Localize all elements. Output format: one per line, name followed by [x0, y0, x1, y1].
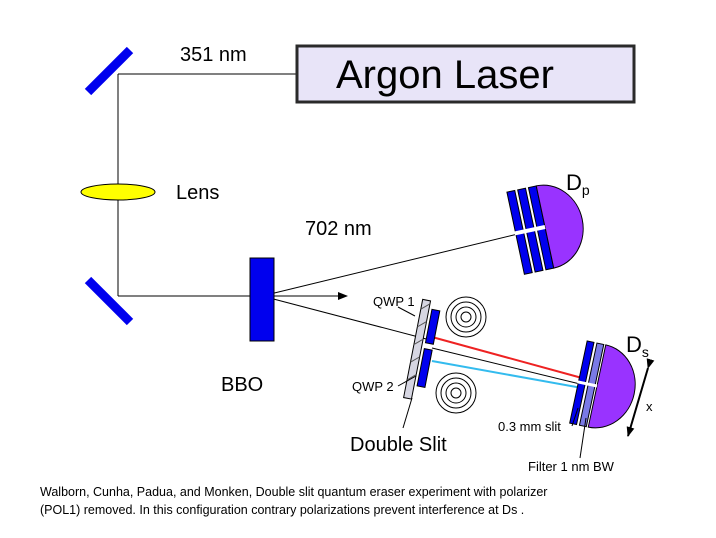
qwp1-label: QWP 1	[373, 294, 415, 309]
pump-wavelength-label: 351 nm	[180, 44, 247, 66]
qwp1-leader	[397, 306, 416, 317]
qwp2-plate	[416, 348, 433, 389]
slit-screen	[403, 298, 432, 400]
idler-wavelength-label: 702 nm	[305, 218, 372, 240]
ds-label: Ds	[626, 332, 649, 360]
detector-ds	[569, 340, 636, 429]
bbo-label: BBO	[221, 374, 263, 396]
ds-aperture-slot	[577, 380, 598, 388]
filter-label: Filter 1 nm BW	[528, 459, 615, 474]
quantum-eraser-diagram: Argon Laser 351 nm Lens BBO 702 nm Dp QW…	[80, 44, 655, 474]
top-mirror	[84, 46, 134, 96]
slit-screen-hatch-3	[413, 338, 424, 345]
bottom-mirror	[84, 276, 134, 326]
dp-aperture-slot	[514, 225, 546, 236]
qwp1-plate	[424, 308, 441, 345]
polarization-rings-bottom	[435, 372, 477, 414]
cyan-ray	[431, 360, 583, 389]
slit-screen-hatch-2	[417, 321, 427, 328]
qwp2-leader	[397, 375, 417, 387]
signal-beam-to-slit	[261, 295, 431, 341]
scan-axis-label: x	[646, 399, 653, 414]
caption-line-1: Walborn, Cunha, Padua, and Monken, Doubl…	[40, 485, 548, 499]
double-slit-assembly	[403, 298, 441, 400]
polarization-rings-top	[445, 296, 487, 338]
slit-screen-hatch-1	[420, 303, 431, 310]
slit-screen-hatch-4	[410, 356, 420, 363]
red-ray	[431, 336, 583, 379]
lens-ellipse	[80, 183, 156, 201]
lens-label: Lens	[176, 182, 219, 204]
argon-laser-box	[295, 44, 636, 104]
scan-arrow	[626, 358, 655, 437]
dp-label: Dp	[566, 170, 590, 198]
filter-leader	[579, 417, 587, 459]
bbo-crystal	[249, 257, 275, 342]
dp-detector-dome	[535, 184, 584, 269]
slit-width-label: 0.3 mm slit	[498, 419, 561, 434]
slit-leader	[571, 407, 579, 427]
double-slit-label: Double Slit	[350, 434, 447, 456]
signal-beam-middle	[431, 347, 581, 385]
argon-laser-label: Argon Laser	[336, 53, 554, 97]
detector-dp	[506, 184, 584, 275]
idler-beam-to-dp	[261, 231, 527, 297]
caption-line-2: (POL1) removed. In this configuration co…	[40, 503, 525, 517]
figure-caption: Walborn, Cunha, Padua, and Monken, Doubl…	[40, 483, 680, 519]
double-slit-leader	[402, 397, 413, 429]
slit-screen-hatch-5	[406, 374, 417, 381]
qwp2-label: QWP 2	[352, 379, 394, 394]
